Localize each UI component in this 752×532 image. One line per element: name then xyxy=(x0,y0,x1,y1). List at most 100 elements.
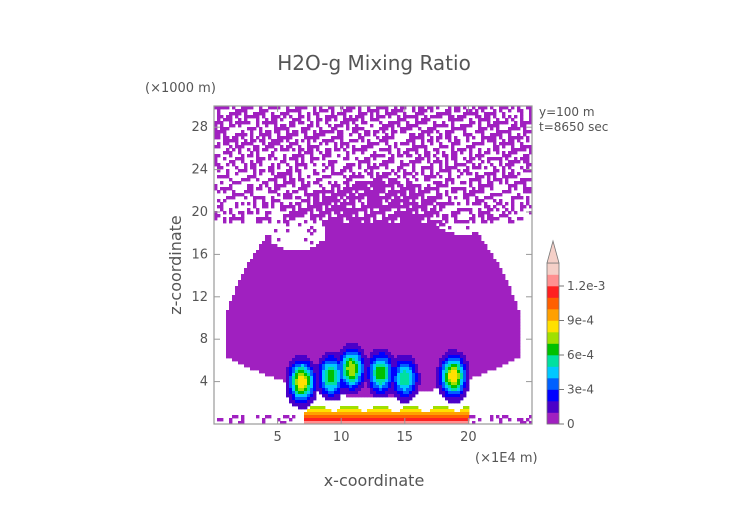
field-cell xyxy=(355,148,359,152)
field-cell xyxy=(244,163,248,167)
field-cell xyxy=(373,166,377,170)
field-cell xyxy=(313,340,317,344)
field-cell xyxy=(325,244,329,248)
field-cell xyxy=(421,283,425,287)
field-cell xyxy=(397,151,401,155)
field-cell xyxy=(250,265,254,269)
field-cell xyxy=(364,157,368,161)
field-cell xyxy=(262,274,266,278)
field-cell xyxy=(409,229,413,233)
field-cell xyxy=(247,331,251,335)
field-cell xyxy=(400,160,404,164)
field-cell xyxy=(403,406,407,410)
field-cell xyxy=(304,283,308,287)
field-cell xyxy=(334,127,338,131)
field-cell xyxy=(424,115,428,119)
field-cell xyxy=(313,250,317,254)
field-cell xyxy=(301,331,305,335)
field-cell xyxy=(313,343,317,347)
field-cell xyxy=(337,352,341,356)
field-cell xyxy=(406,178,410,182)
field-cell xyxy=(388,190,392,194)
field-cell xyxy=(241,295,245,299)
field-cell xyxy=(331,256,335,260)
field-cell xyxy=(304,130,308,134)
field-cell xyxy=(367,283,371,287)
field-cell xyxy=(412,124,416,128)
field-cell xyxy=(322,409,326,413)
field-cell xyxy=(358,349,362,353)
field-cell xyxy=(382,385,386,389)
field-cell xyxy=(289,337,293,341)
field-cell xyxy=(331,166,335,170)
field-cell xyxy=(382,325,386,329)
field-cell xyxy=(319,328,323,332)
field-cell xyxy=(250,337,254,341)
field-cell xyxy=(334,412,338,416)
field-cell xyxy=(412,265,416,269)
field-cell xyxy=(241,331,245,335)
field-cell xyxy=(307,400,311,404)
field-cell xyxy=(424,109,428,113)
field-cell xyxy=(253,307,257,311)
field-cell xyxy=(415,304,419,308)
field-cell xyxy=(298,346,302,350)
field-cell xyxy=(391,379,395,383)
field-cell xyxy=(412,139,416,143)
field-cell xyxy=(370,364,374,368)
field-cell xyxy=(391,250,395,254)
field-cell xyxy=(385,328,389,332)
field-cell xyxy=(397,349,401,353)
field-cell xyxy=(421,139,425,143)
field-cell xyxy=(334,262,338,266)
field-cell xyxy=(328,139,332,143)
field-cell xyxy=(406,409,410,413)
field-cell xyxy=(352,127,356,131)
field-cell xyxy=(334,382,338,386)
field-cell xyxy=(250,274,254,278)
field-cell xyxy=(367,181,371,185)
field-cell xyxy=(313,139,317,143)
field-cell xyxy=(415,241,419,245)
field-cell xyxy=(409,322,413,326)
field-cell xyxy=(238,109,242,113)
field-cell xyxy=(340,415,344,419)
field-cell xyxy=(316,214,320,218)
field-cell xyxy=(250,175,254,179)
field-cell xyxy=(292,109,296,113)
field-cell xyxy=(310,295,314,299)
field-cell xyxy=(358,352,362,356)
field-cell xyxy=(379,247,383,251)
field-cell xyxy=(262,418,266,422)
field-cell xyxy=(379,226,383,230)
field-cell xyxy=(271,328,275,332)
field-cell xyxy=(307,328,311,332)
field-cell xyxy=(289,298,293,302)
field-cell xyxy=(421,304,425,308)
field-cell xyxy=(382,226,386,230)
field-cell xyxy=(370,229,374,233)
field-cell xyxy=(358,268,362,272)
field-cell xyxy=(349,106,353,110)
field-cell xyxy=(364,391,368,395)
field-cell xyxy=(388,223,392,227)
field-cell xyxy=(241,301,245,305)
field-cell xyxy=(295,313,299,317)
field-cell xyxy=(400,418,404,422)
field-cell xyxy=(301,322,305,326)
field-cell xyxy=(358,358,362,362)
field-cell xyxy=(274,178,278,182)
field-cell xyxy=(412,280,416,284)
field-cell xyxy=(358,160,362,164)
field-cell xyxy=(403,349,407,353)
field-cell xyxy=(346,241,350,245)
field-cell xyxy=(289,322,293,326)
field-cell xyxy=(418,373,422,377)
field-cell xyxy=(286,145,290,149)
field-cell xyxy=(277,292,281,296)
field-cell xyxy=(406,397,410,401)
field-cell xyxy=(364,235,368,239)
field-cell xyxy=(271,304,275,308)
field-cell xyxy=(415,412,419,416)
field-cell xyxy=(376,370,380,374)
